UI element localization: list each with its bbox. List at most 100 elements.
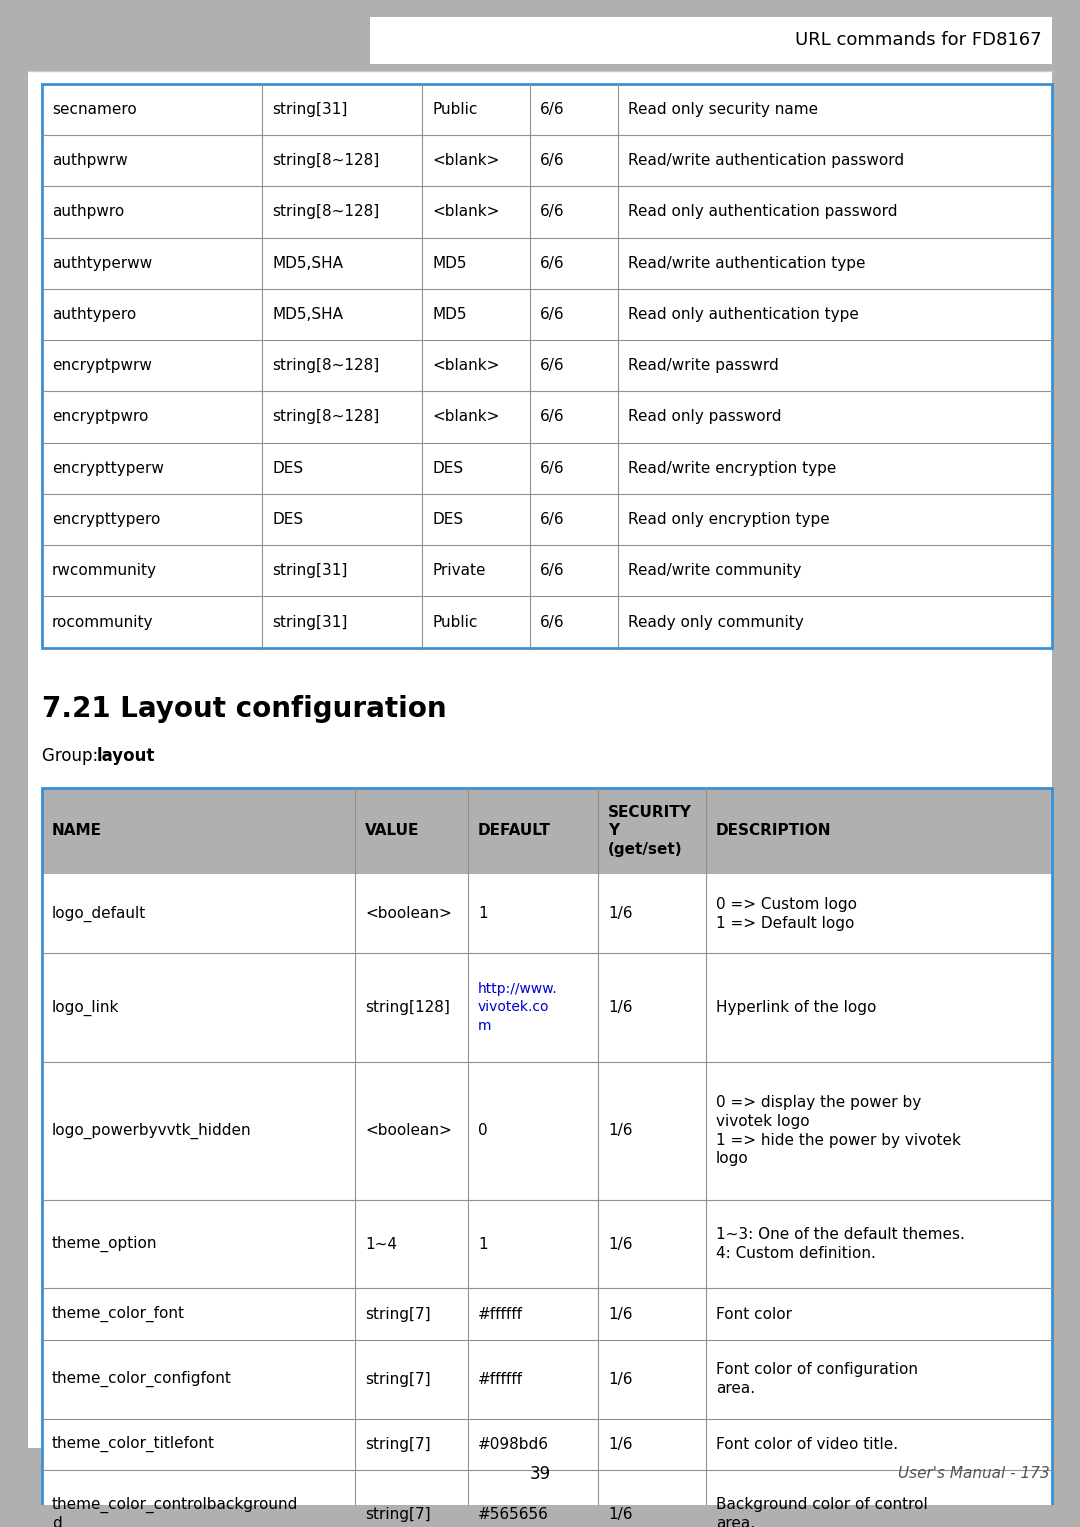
Bar xyxy=(42,1419,1052,1471)
Text: 1/6: 1/6 xyxy=(608,1371,633,1387)
Text: string[8~128]: string[8~128] xyxy=(272,359,379,373)
Text: <blank>: <blank> xyxy=(432,359,499,373)
Text: logo_default: logo_default xyxy=(52,906,146,922)
Text: DES: DES xyxy=(432,461,463,476)
Text: Read/write encryption type: Read/write encryption type xyxy=(627,461,836,476)
Text: #ffffff: #ffffff xyxy=(478,1307,523,1321)
Text: 4: Custom definition.: 4: Custom definition. xyxy=(716,1246,876,1261)
Text: authtypero: authtypero xyxy=(52,307,136,322)
Text: 7.21 Layout configuration: 7.21 Layout configuration xyxy=(42,695,447,722)
Text: authpwrw: authpwrw xyxy=(52,153,127,168)
Text: 1/6: 1/6 xyxy=(608,1124,633,1138)
Bar xyxy=(42,953,1052,1061)
Text: MD5: MD5 xyxy=(432,307,467,322)
Text: 39: 39 xyxy=(529,1464,551,1483)
Bar xyxy=(0,1448,1080,1506)
Text: theme_color_titlefont: theme_color_titlefont xyxy=(52,1435,215,1452)
Text: 1/6: 1/6 xyxy=(608,1000,633,1015)
Text: <blank>: <blank> xyxy=(432,205,499,220)
Bar xyxy=(0,0,1080,70)
Bar xyxy=(42,875,1052,953)
Text: VALUE: VALUE xyxy=(365,823,419,838)
Text: Read/write community: Read/write community xyxy=(627,563,801,579)
Text: layout: layout xyxy=(97,747,156,765)
Text: DES: DES xyxy=(272,512,303,527)
Text: #565656: #565656 xyxy=(478,1507,549,1521)
Text: Hyperlink of the logo: Hyperlink of the logo xyxy=(716,1000,876,1015)
Text: 1~3: One of the default themes.: 1~3: One of the default themes. xyxy=(716,1228,964,1241)
Text: 1/6: 1/6 xyxy=(608,907,633,921)
Text: string[31]: string[31] xyxy=(272,614,348,629)
Text: 0: 0 xyxy=(478,1124,488,1138)
Text: string[8~128]: string[8~128] xyxy=(272,205,379,220)
Text: Private: Private xyxy=(432,563,486,579)
Text: Font color of configuration: Font color of configuration xyxy=(716,1362,918,1377)
Text: Group:: Group: xyxy=(42,747,104,765)
Text: theme_option: theme_option xyxy=(52,1235,158,1252)
Text: 1/6: 1/6 xyxy=(608,1437,633,1452)
Bar xyxy=(42,788,1052,1527)
Text: 1 => Default logo: 1 => Default logo xyxy=(716,916,854,930)
Bar xyxy=(42,1200,1052,1289)
Bar xyxy=(42,1471,1052,1527)
Text: Font color: Font color xyxy=(716,1307,792,1321)
Text: string[7]: string[7] xyxy=(365,1371,431,1387)
Text: authtyperww: authtyperww xyxy=(52,255,152,270)
Text: Font color of video title.: Font color of video title. xyxy=(716,1437,899,1452)
Text: d: d xyxy=(52,1516,62,1527)
Text: 1 => hide the power by vivotek: 1 => hide the power by vivotek xyxy=(716,1133,961,1147)
Text: secnamero: secnamero xyxy=(52,102,137,118)
Bar xyxy=(42,1061,1052,1200)
Bar xyxy=(42,84,1052,647)
Text: Read only encryption type: Read only encryption type xyxy=(627,512,829,527)
Text: vivotek.co: vivotek.co xyxy=(478,1000,550,1014)
Text: Public: Public xyxy=(432,102,477,118)
Text: (get/set): (get/set) xyxy=(608,843,683,857)
Text: string[7]: string[7] xyxy=(365,1307,431,1321)
Text: m: m xyxy=(478,1019,491,1034)
Text: Read only security name: Read only security name xyxy=(627,102,819,118)
Bar xyxy=(42,788,1052,875)
Text: Background color of control: Background color of control xyxy=(716,1498,928,1512)
Text: area.: area. xyxy=(716,1380,755,1396)
Text: <boolean>: <boolean> xyxy=(365,907,451,921)
Text: theme_color_configfont: theme_color_configfont xyxy=(52,1371,232,1387)
Bar xyxy=(42,1289,1052,1339)
Text: 1/6: 1/6 xyxy=(608,1307,633,1321)
Text: 6/6: 6/6 xyxy=(540,461,565,476)
Text: theme_color_font: theme_color_font xyxy=(52,1306,185,1322)
Text: 6/6: 6/6 xyxy=(540,153,565,168)
Text: MD5,SHA: MD5,SHA xyxy=(272,255,343,270)
Text: http://www.: http://www. xyxy=(478,982,557,996)
Text: encryptpwro: encryptpwro xyxy=(52,409,148,425)
Text: authpwro: authpwro xyxy=(52,205,124,220)
Text: encryptpwrw: encryptpwrw xyxy=(52,359,152,373)
Text: 1/6: 1/6 xyxy=(608,1237,633,1252)
Text: 1~4: 1~4 xyxy=(365,1237,397,1252)
Text: SECURITY: SECURITY xyxy=(608,805,692,820)
Text: 6/6: 6/6 xyxy=(540,205,565,220)
Text: 6/6: 6/6 xyxy=(540,512,565,527)
Text: theme_color_controlbackground: theme_color_controlbackground xyxy=(52,1496,298,1513)
Bar xyxy=(370,17,1052,64)
Text: Read only authentication type: Read only authentication type xyxy=(627,307,859,322)
Text: Public: Public xyxy=(432,614,477,629)
Text: #098bd6: #098bd6 xyxy=(478,1437,549,1452)
Text: User's Manual - 173: User's Manual - 173 xyxy=(899,1466,1050,1481)
Text: Read/write authentication password: Read/write authentication password xyxy=(627,153,904,168)
Text: DEFAULT: DEFAULT xyxy=(478,823,551,838)
Text: vivotek logo: vivotek logo xyxy=(716,1113,810,1128)
Text: logo_powerbyvvtk_hidden: logo_powerbyvvtk_hidden xyxy=(52,1122,252,1139)
Text: 1: 1 xyxy=(478,907,488,921)
Text: #ffffff: #ffffff xyxy=(478,1371,523,1387)
Text: string[128]: string[128] xyxy=(365,1000,450,1015)
Text: encrypttyperw: encrypttyperw xyxy=(52,461,164,476)
Text: 1/6: 1/6 xyxy=(608,1507,633,1521)
Text: 0 => display the power by: 0 => display the power by xyxy=(716,1095,921,1110)
Text: 6/6: 6/6 xyxy=(540,102,565,118)
Text: encrypttypero: encrypttypero xyxy=(52,512,160,527)
Text: string[31]: string[31] xyxy=(272,563,348,579)
Text: MD5: MD5 xyxy=(432,255,467,270)
Bar xyxy=(42,1339,1052,1419)
Text: Read/write authentication type: Read/write authentication type xyxy=(627,255,865,270)
